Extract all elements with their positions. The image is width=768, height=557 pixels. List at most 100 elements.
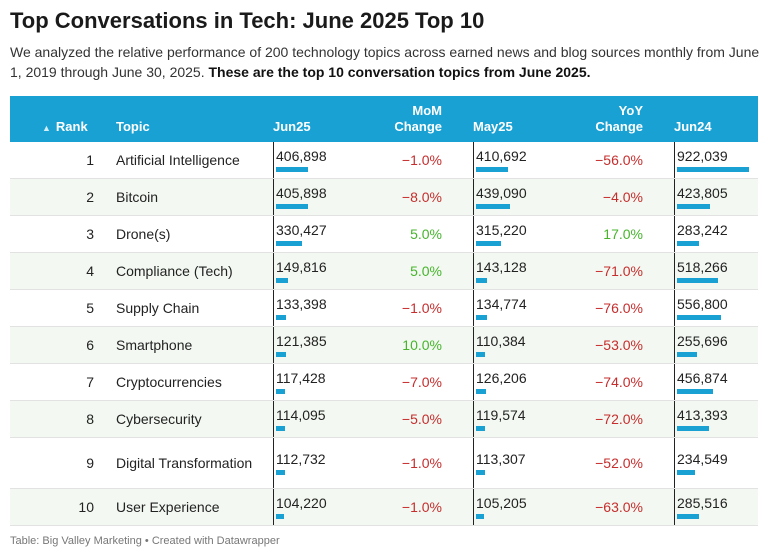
may25-cell: 410,692 [473,142,527,178]
may25-bar [476,315,487,320]
jun25-bar [276,389,286,394]
jun25-value: 117,428 [276,370,326,386]
may25-cell: 126,206 [473,364,527,400]
may25-cell: 134,774 [473,290,527,326]
jun25-bar [276,278,288,283]
jun24-bar [677,204,711,209]
table-row: 6 Smartphone 121,385 110,384 255,696 10.0% −53… [10,327,758,364]
topic-cell: Cryptocurrencies [116,374,222,390]
yoy-change-cell: −76.0% [595,300,643,316]
may25-value: 113,307 [476,451,526,467]
header-yoy-line2: Change [595,119,643,134]
jun24-value: 556,800 [677,296,728,312]
jun24-cell: 518,266 [674,253,728,289]
may25-bar [476,278,488,283]
jun25-value: 149,816 [276,259,327,275]
mom-change-cell: −8.0% [401,189,442,205]
jun25-value: 405,898 [276,185,327,201]
may25-value: 119,574 [476,407,526,423]
jun24-value: 456,874 [677,370,728,386]
header-may25[interactable]: May25 [473,119,513,134]
jun25-bar [276,470,285,475]
rank-cell: 4 [86,263,94,279]
jun25-cell: 112,732 [273,438,326,488]
jun25-cell: 114,095 [273,401,326,437]
header-rank[interactable]: ▲ Rank [42,119,88,136]
jun25-value: 330,427 [276,222,327,238]
mom-change-cell: 10.0% [402,337,442,353]
rank-cell: 6 [86,337,94,353]
jun25-bar [276,352,286,357]
mom-change-cell: −1.0% [401,300,442,316]
may25-value: 410,692 [476,148,527,164]
yoy-change-cell: −72.0% [595,411,643,427]
topic-cell: Supply Chain [116,300,200,316]
jun25-value: 104,220 [276,495,327,511]
mom-change-cell: 5.0% [410,226,442,242]
may25-value: 105,205 [476,495,527,511]
triangle-up-icon: ▲ [42,123,51,133]
topic-cell: Bitcoin [116,189,159,205]
topic-cell: Artificial Intelligence [116,152,240,168]
jun24-bar [677,167,749,172]
rank-cell: 1 [86,152,94,168]
header-jun25[interactable]: Jun25 [273,119,311,134]
may25-cell: 143,128 [473,253,527,289]
description-text: We analyzed the relative performance of … [10,44,760,80]
may25-cell: 439,090 [473,179,527,215]
table-row: 3 Drone(s) 330,427 315,220 283,242 5.0% 17.0% [10,216,758,253]
may25-value: 315,220 [476,222,527,238]
jun24-bar [677,470,696,475]
rank-cell: 3 [86,226,94,242]
may25-bar [476,426,486,431]
jun24-cell: 283,242 [674,216,728,252]
jun25-bar [276,204,308,209]
may25-cell: 105,205 [473,489,527,525]
jun25-cell: 405,898 [273,179,327,215]
jun25-cell: 330,427 [273,216,327,252]
may25-bar [476,241,501,246]
mom-change-cell: −1.0% [401,152,442,168]
jun25-bar [276,167,308,172]
data-table: ▲ Rank Topic Jun25 MoM Change May25 YoY Cha… [10,96,758,526]
jun24-bar [677,389,713,394]
table-row: 4 Compliance (Tech) 149,816 143,128 518,266 5… [10,253,758,290]
mom-change-cell: −1.0% [401,455,442,471]
jun25-value: 406,898 [276,148,327,164]
header-jun24[interactable]: Jun24 [674,119,712,134]
jun25-value: 121,385 [276,333,327,349]
rank-cell: 8 [86,411,94,427]
jun25-bar [276,241,302,246]
jun25-bar [276,514,285,519]
jun24-cell: 423,805 [674,179,728,215]
jun24-cell: 413,393 [674,401,728,437]
jun25-cell: 406,898 [273,142,327,178]
topic-cell: Drone(s) [116,226,171,242]
mom-change-cell: 5.0% [410,263,442,279]
may25-bar [476,514,485,519]
header-yoy[interactable]: YoY Change [582,103,643,135]
topic-cell: Digital Transformation [116,455,253,471]
jun24-value: 413,393 [677,407,728,423]
header-topic[interactable]: Topic [116,119,150,134]
mom-change-cell: −1.0% [401,499,442,515]
chart-title: Top Conversations in Tech: June 2025 Top… [10,8,485,33]
jun25-cell: 121,385 [273,327,327,363]
yoy-change-cell: 17.0% [603,226,643,242]
jun24-value: 255,696 [677,333,728,349]
yoy-change-cell: −52.0% [595,455,643,471]
footer-credit: Table: Big Valley Marketing • Created wi… [10,535,280,547]
yoy-change-cell: −4.0% [602,189,643,205]
header-mom[interactable]: MoM Change [382,103,442,135]
jun24-value: 922,039 [677,148,728,164]
jun24-value: 283,242 [677,222,728,238]
table-header: ▲ Rank Topic Jun25 MoM Change May25 YoY Cha… [10,96,758,142]
yoy-change-cell: −63.0% [595,499,643,515]
mom-change-cell: −7.0% [401,374,442,390]
mom-change-cell: −5.0% [401,411,442,427]
jun24-bar [677,514,700,519]
rank-cell: 7 [86,374,94,390]
jun24-cell: 456,874 [674,364,728,400]
jun24-cell: 922,039 [674,142,749,178]
header-mom-line2: Change [394,119,442,134]
